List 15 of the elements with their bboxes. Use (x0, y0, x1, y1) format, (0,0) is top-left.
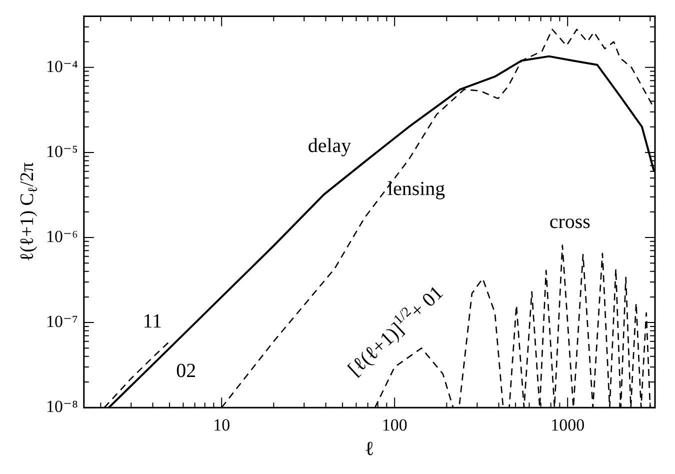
y-tick-label: 10⁻⁴ (46, 56, 78, 76)
annotation: delay (308, 135, 352, 158)
annotation: 11 (142, 310, 162, 333)
y-axis-title: ℓ(ℓ+1) Cℓ/2π (16, 162, 40, 262)
y-tick-label: 10⁻⁵ (46, 142, 78, 161)
x-tick-label: 10 (213, 415, 230, 434)
x-tick-label: 100 (382, 415, 408, 434)
x-tick-label: 1000 (550, 415, 585, 434)
annotation: cross (549, 211, 591, 234)
annotation: lensing (387, 178, 446, 200)
y-tick-label: 10⁻⁸ (46, 397, 78, 416)
y-tick-label: 10⁻⁶ (46, 226, 78, 246)
annotation: 02 (176, 360, 196, 382)
x-axis-title: ℓ (364, 438, 374, 460)
y-tick-label: 10⁻⁷ (46, 312, 78, 332)
